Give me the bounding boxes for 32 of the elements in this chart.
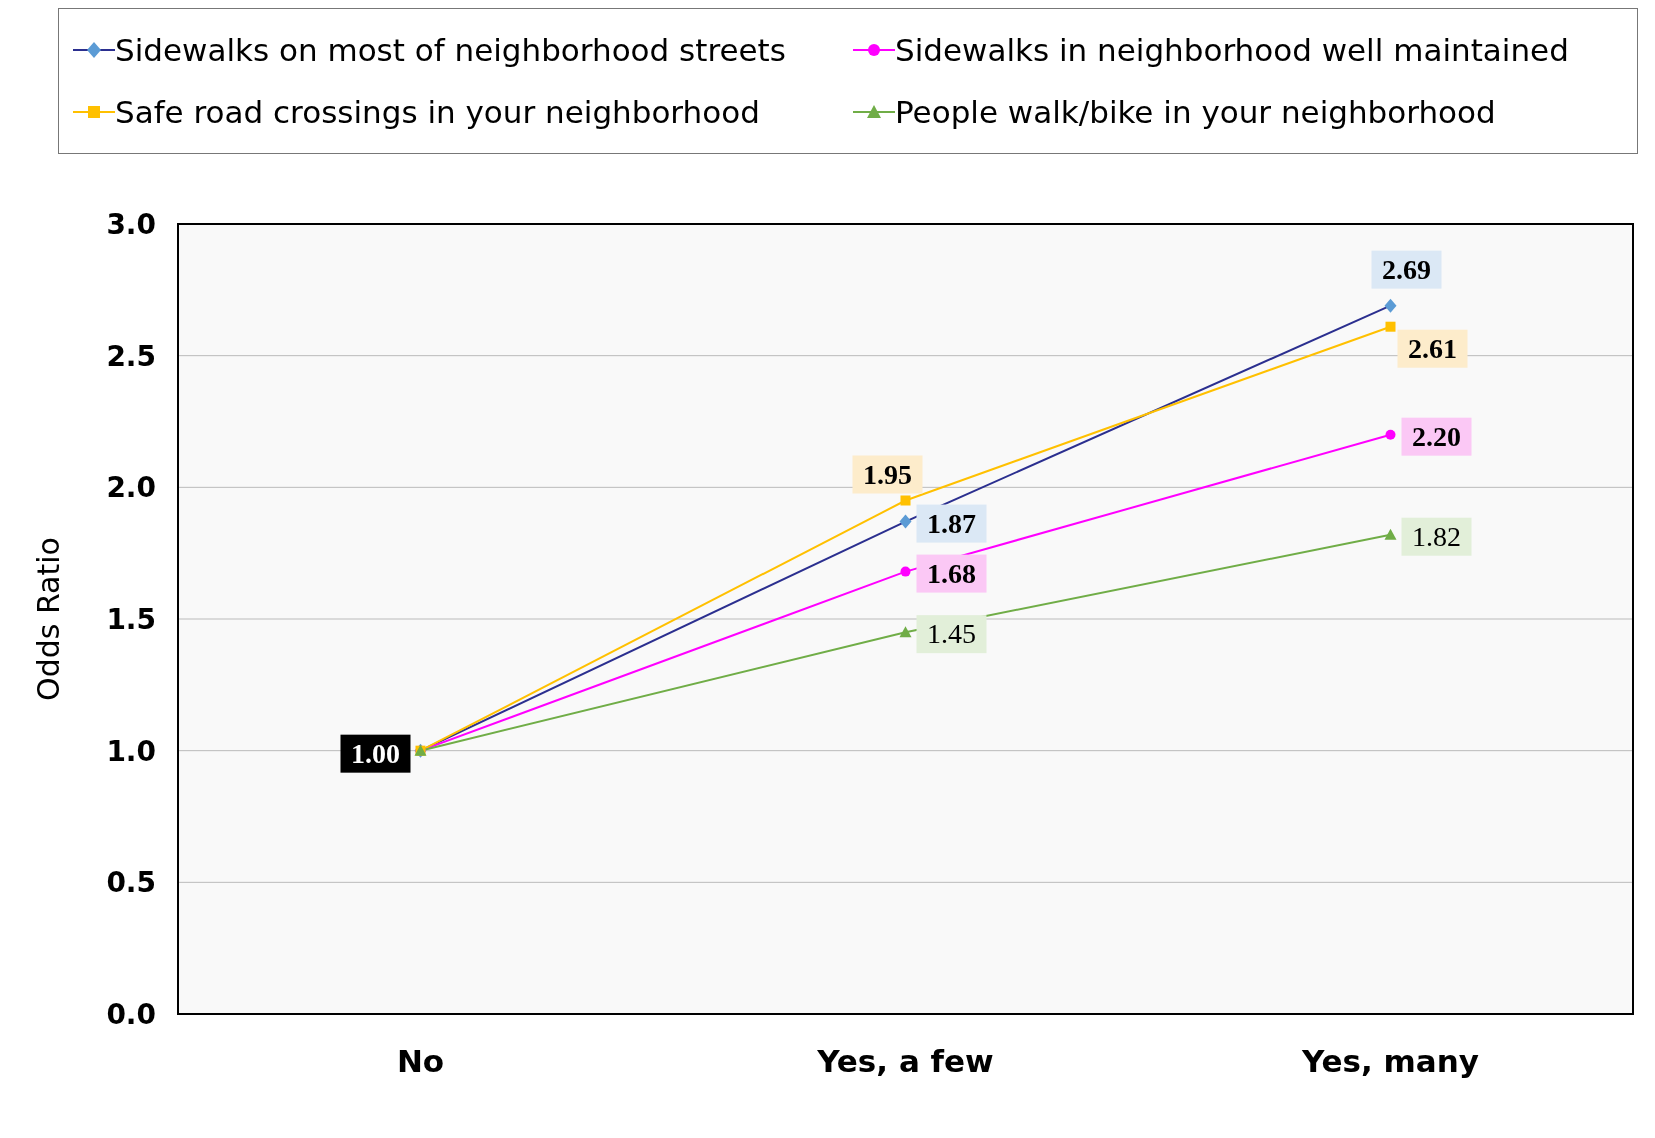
point [1384, 298, 1397, 313]
data-label: 1.87 [927, 507, 976, 539]
legend-label: Sidewalks in neighborhood well maintained [895, 32, 1569, 68]
point [900, 566, 911, 577]
point [899, 514, 912, 529]
y-tick-label: 0.0 [106, 997, 156, 1031]
point [900, 495, 911, 506]
y-tick-label: 1.5 [106, 602, 156, 636]
data-label: 2.61 [1408, 332, 1457, 364]
legend-label: Safe road crossings in your neighborhood [115, 94, 760, 130]
data-label: 2.69 [1382, 253, 1431, 285]
point [1385, 429, 1396, 440]
x-tick-label: No [396, 1043, 445, 1080]
legend-label: People walk/bike in your neighborhood [895, 94, 1496, 130]
data-label: 1.82 [1412, 520, 1461, 552]
legend-label: Sidewalks on most of neighborhood streets [115, 32, 786, 68]
x-tick-label: Yes, many [1300, 1043, 1480, 1080]
data-label: 1.45 [927, 618, 976, 650]
y-tick-label: 0.5 [106, 866, 156, 900]
y-tick-label: 3.0 [106, 207, 156, 241]
x-tick-label: Yes, a few [816, 1043, 994, 1080]
y-tick-label: 1.0 [106, 734, 156, 768]
y-tick-label: 2.0 [106, 471, 156, 505]
point [1385, 321, 1396, 332]
point [899, 626, 912, 638]
point [1384, 528, 1397, 540]
data-label: 1.95 [863, 458, 912, 490]
data-label: 1.00 [351, 737, 400, 769]
data-label: 2.20 [1412, 420, 1461, 452]
y-tick-label: 2.5 [106, 339, 156, 373]
data-label: 1.68 [927, 557, 976, 589]
y-axis-title: Odds Ratio [30, 537, 66, 701]
